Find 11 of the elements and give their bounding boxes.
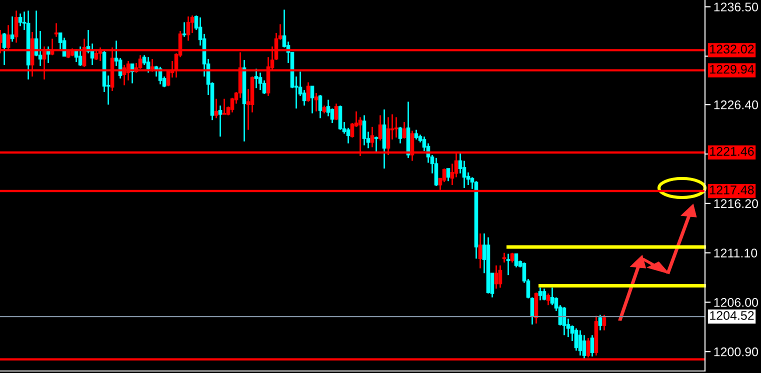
y-tick-label: 1200.90 [714, 347, 758, 356]
ref-line-label: 1204.52 [710, 311, 754, 320]
y-tick-label: 1206.00 [714, 298, 758, 307]
ref-line-label: 1232.02 [710, 44, 754, 54]
y-tick-label: 1216.20 [714, 199, 758, 208]
y-tick-label: 1226.40 [714, 100, 758, 110]
ref-line-label: 1217.48 [710, 186, 754, 194]
y-tick-label: 1211.10 [714, 248, 758, 258]
ref-line-label: 1221.46 [710, 146, 754, 156]
ref-line-label: 1229.94 [710, 64, 754, 74]
y-tick-label: 1236.50 [714, 2, 758, 12]
